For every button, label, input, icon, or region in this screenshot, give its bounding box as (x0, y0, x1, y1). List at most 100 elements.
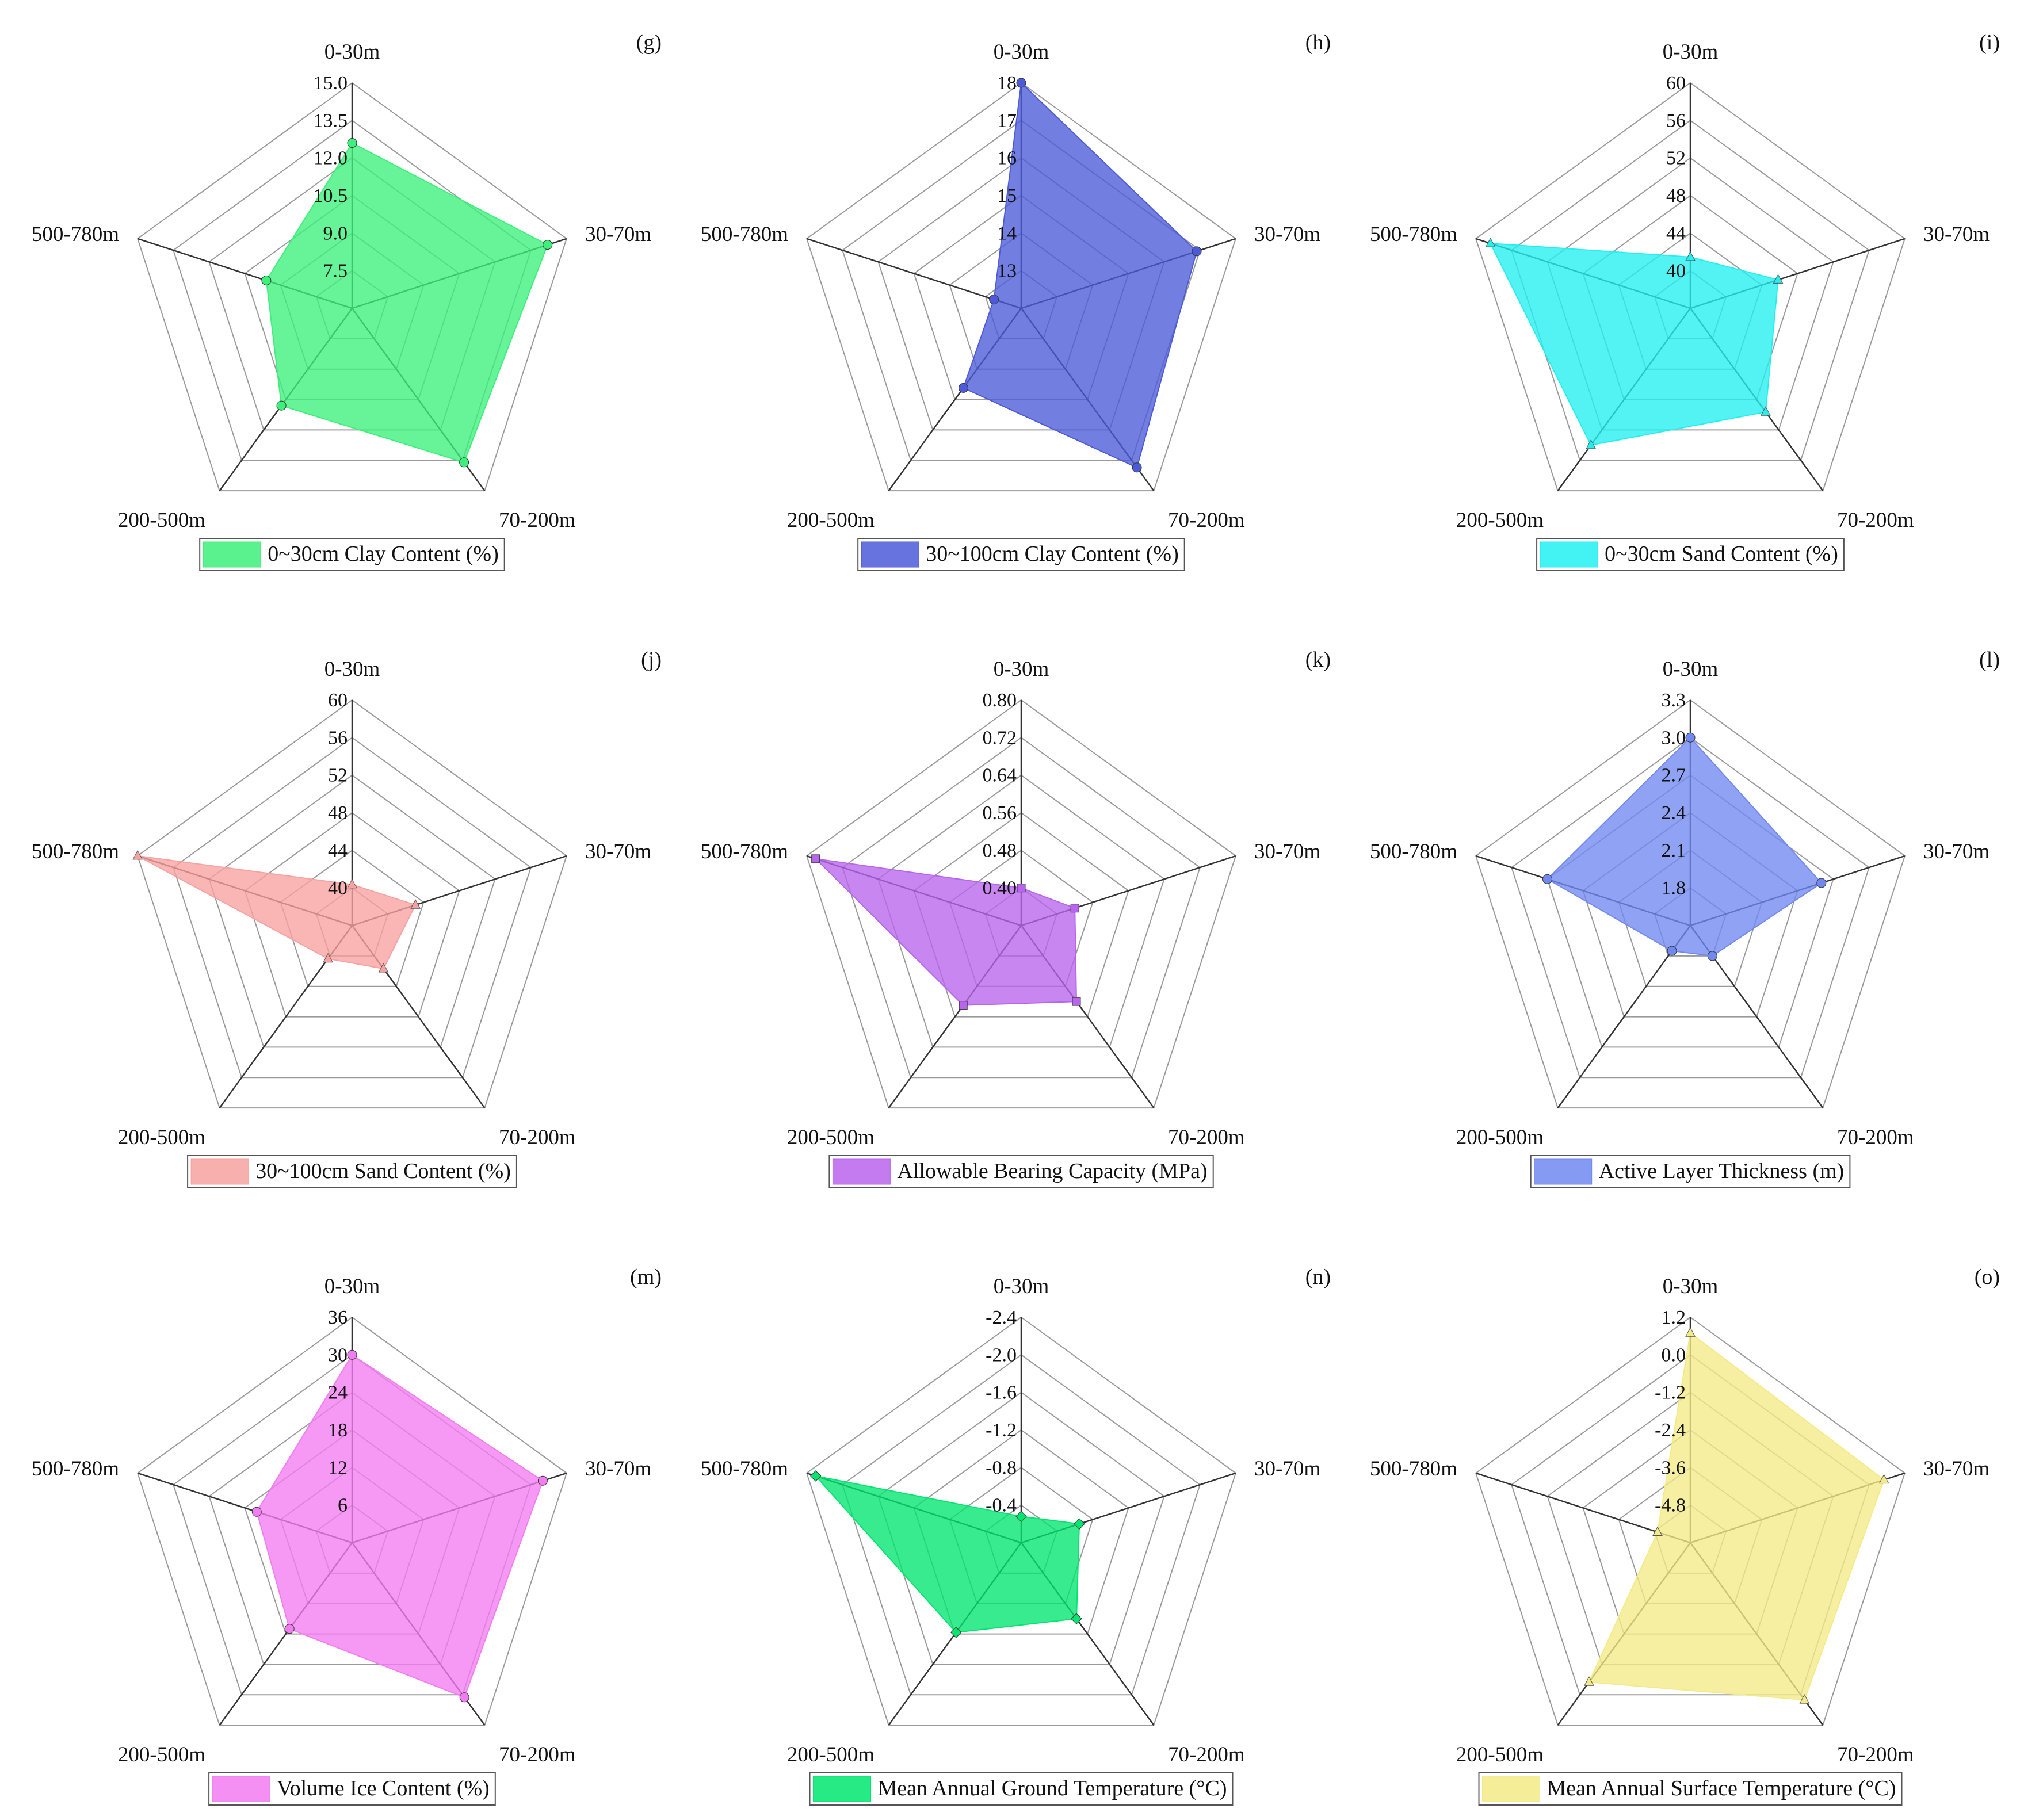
legend: 30~100cm Clay Content (%) (857, 538, 1185, 571)
data-point-200-500m (1667, 946, 1677, 956)
axis-label-200-500m: 200-500m (787, 1743, 875, 1767)
legend: Volume Ice Content (%) (208, 1772, 496, 1806)
tick-label: 2.7 (1662, 765, 1686, 786)
axis-label-200-500m: 200-500m (787, 508, 875, 532)
axis-label-0-30m: 0-30m (324, 1275, 380, 1298)
legend-box (828, 1155, 1214, 1188)
axis-label-500-780m: 500-780m (701, 1457, 788, 1481)
data-area (814, 1475, 1080, 1633)
radar-panel: 0.40 0.48 0.56 0.64 0.72 0.80 0-30m 30-70m 70-20… (701, 648, 1331, 1188)
data-area (1489, 242, 1779, 446)
data-area (256, 1353, 544, 1699)
axis-label-70-200m: 70-200m (499, 1126, 576, 1149)
tick-label: -2.0 (986, 1344, 1017, 1366)
data-area (265, 142, 548, 464)
tick-label: -4.8 (1655, 1495, 1686, 1516)
data-point-0-30m (1017, 884, 1026, 893)
panel-tag: (i) (1979, 30, 2000, 55)
data-point-70-200m (1072, 997, 1081, 1006)
grid-ring (1511, 120, 1870, 461)
tick-label: 2.4 (1662, 802, 1686, 824)
data-point-200-500m (959, 1001, 968, 1010)
grid-ring (806, 1316, 1236, 1726)
axis-label-500-780m: 500-780m (1370, 1457, 1457, 1481)
axis-spoke (1557, 925, 1691, 1108)
axis-label-0-30m: 0-30m (1663, 40, 1719, 64)
axis-label-0-30m: 0-30m (324, 657, 380, 681)
data-point-30-70m (410, 899, 421, 909)
tick-label: 36 (328, 1307, 348, 1328)
data-point-30-70m (1074, 1518, 1085, 1530)
radar-panel: 13 14 15 16 17 18 0-30m 30-70m 70-200m 200-500m 50… (701, 30, 1331, 571)
panel-tag: (h) (1305, 30, 1331, 55)
tick-label: 16 (997, 148, 1017, 169)
tick-label: 15 (997, 185, 1017, 207)
legend-swatch (861, 541, 919, 568)
grid-ring (1475, 699, 1906, 1109)
data-point-30-70m (1878, 1474, 1889, 1484)
tick-label: 52 (328, 765, 348, 786)
axis-label-500-780m: 500-780m (701, 223, 788, 246)
tick-label: -2.4 (986, 1307, 1017, 1328)
axis-spoke (1475, 1472, 1691, 1544)
grid-ring (208, 774, 496, 1048)
tick-label: -2.4 (1655, 1420, 1686, 1441)
axis-label-70-200m: 70-200m (1168, 1743, 1245, 1767)
axis-label-30-70m: 30-70m (1254, 1457, 1320, 1481)
tick-label: 15.0 (314, 72, 348, 94)
tick-label: 60 (1666, 72, 1686, 94)
tick-label: -1.2 (1655, 1382, 1686, 1404)
tick-label: 13 (997, 261, 1017, 282)
data-point-0-30m (1015, 1511, 1027, 1523)
axis-label-500-780m: 500-780m (1370, 223, 1457, 246)
legend: 0~30cm Clay Content (%) (199, 538, 505, 571)
legend: Active Layer Thickness (m) (1530, 1155, 1851, 1188)
tick-label: 0.80 (983, 690, 1017, 711)
axis-label-200-500m: 200-500m (118, 508, 205, 532)
tick-label: 56 (1666, 110, 1686, 131)
legend-box (1478, 1772, 1903, 1806)
legend: Allowable Bearing Capacity (MPa) (828, 1155, 1214, 1188)
data-point-30-70m (1816, 878, 1827, 888)
axis-label-0-30m: 0-30m (324, 40, 380, 64)
data-point-70-200m (1071, 1613, 1082, 1624)
data-point-70-200m (1761, 406, 1771, 416)
data-point-30-70m (543, 240, 553, 250)
axis-label-30-70m: 30-70m (1923, 223, 1990, 246)
legend-label: 0~30cm Clay Content (%) (268, 542, 499, 566)
data-area (814, 858, 1078, 1006)
legend-label: Allowable Bearing Capacity (MPa) (897, 1159, 1207, 1183)
legend-swatch (832, 1158, 891, 1185)
axis-label-30-70m: 30-70m (585, 840, 651, 863)
tick-label: 13.5 (314, 110, 348, 131)
tick-label: 0.48 (983, 840, 1017, 861)
grid-ring (842, 737, 1201, 1079)
grid-ring (842, 1354, 1201, 1696)
panel-tag: (k) (1305, 648, 1331, 672)
radar-panel: 40 44 48 52 56 60 0-30m 30-70m 70-200m 200-500m 50… (1370, 30, 2000, 571)
data-point-500-780m (1542, 874, 1552, 884)
axis-label-500-780m: 500-780m (32, 223, 119, 246)
data-point-30-70m (1192, 246, 1202, 257)
axis-label-70-200m: 70-200m (1837, 1126, 1914, 1149)
tick-label: 3.3 (1662, 690, 1686, 711)
data-point-200-500m (1584, 1676, 1594, 1686)
radar-panel: -4.8 -3.6 -2.4 -1.2 0.0 1.2 0-30m 30-70m 70-200m… (1370, 1265, 2000, 1806)
legend-swatch (1482, 1776, 1540, 1802)
tick-label: 3.0 (1662, 727, 1686, 748)
axis-label-70-200m: 70-200m (499, 1743, 576, 1767)
data-point-0-30m (1685, 251, 1696, 261)
tick-label: 0.0 (1662, 1344, 1686, 1366)
axis-label-0-30m: 0-30m (994, 1275, 1049, 1298)
tick-label: -0.8 (986, 1457, 1017, 1478)
legend: Mean Annual Ground Temperature (°C) (809, 1772, 1234, 1806)
axis-label-200-500m: 200-500m (1456, 508, 1544, 532)
data-point-500-780m (809, 1470, 822, 1482)
axis-label-500-780m: 500-780m (32, 840, 119, 863)
grid-ring (877, 774, 1165, 1048)
tick-label: 60 (328, 690, 348, 711)
tick-label: 18 (328, 1420, 348, 1441)
data-point-500-780m (251, 1507, 262, 1517)
data-point-500-780m (132, 850, 143, 860)
